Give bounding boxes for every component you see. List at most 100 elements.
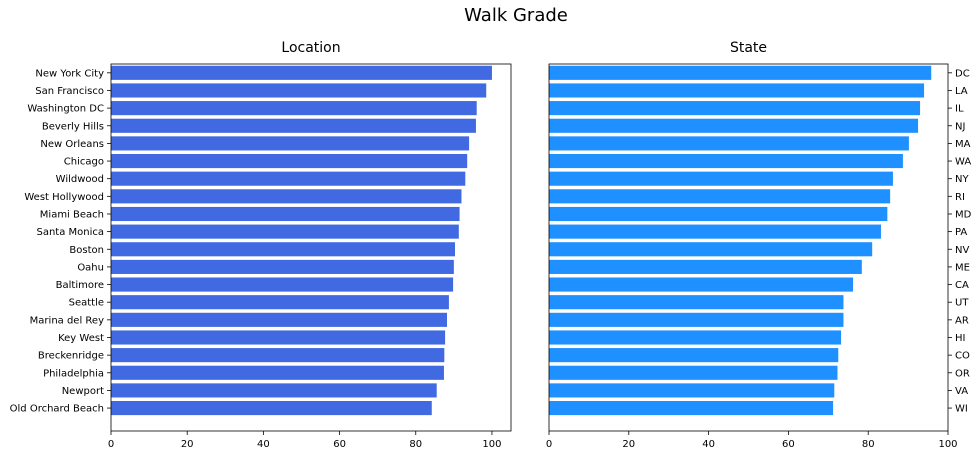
location-category-label: Chicago xyxy=(64,157,104,168)
state-category-label: HI xyxy=(955,333,965,344)
location-category-label: Washington DC xyxy=(27,104,104,115)
location-axes-frame xyxy=(110,63,512,432)
location-category-label: Oahu xyxy=(77,262,104,273)
location-x-tick-label: 0 xyxy=(108,439,114,450)
state-category-label: RI xyxy=(955,192,965,203)
location-bar xyxy=(111,65,492,80)
state-bar xyxy=(549,383,835,398)
location-bar xyxy=(111,224,459,239)
state-bar xyxy=(549,295,844,310)
location-category-label: West Hollywood xyxy=(24,192,104,203)
location-bar xyxy=(111,383,437,398)
location-category-label: New York City xyxy=(35,68,104,79)
state-bar xyxy=(549,118,919,133)
state-bar xyxy=(549,101,921,116)
state-bar xyxy=(549,277,854,292)
location-panel-title: Location xyxy=(281,40,340,56)
state-category-label: VA xyxy=(955,386,968,397)
state-category-label: PA xyxy=(955,227,967,238)
state-category-label: MA xyxy=(955,139,971,150)
state-category-label: NY xyxy=(955,174,969,185)
location-category-label: San Francisco xyxy=(35,86,104,97)
location-category-label: Wildwood xyxy=(56,174,104,185)
location-category-label: Breckenridge xyxy=(38,351,104,362)
state-bar xyxy=(549,401,834,416)
state-x-tick-label: 20 xyxy=(622,439,635,450)
state-bar xyxy=(549,83,925,98)
location-category-label: Old Orchard Beach xyxy=(10,404,104,415)
state-axes-frame xyxy=(548,63,949,432)
location-category-label: New Orleans xyxy=(40,139,104,150)
state-x-tick-label: 40 xyxy=(702,439,715,450)
location-bar xyxy=(111,259,454,274)
state-category-label: MD xyxy=(955,209,972,220)
state-bar xyxy=(549,330,842,345)
location-category-label: Miami Beach xyxy=(40,209,104,220)
location-category-label: Key West xyxy=(58,333,104,344)
state-panel-title: State xyxy=(730,40,767,56)
state-category-label: WI xyxy=(955,404,968,415)
location-x-tick-label: 40 xyxy=(257,439,270,450)
location-category-label: Baltimore xyxy=(56,280,104,291)
location-category-label: Seattle xyxy=(69,298,104,309)
state-category-label: CO xyxy=(955,351,970,362)
state-x-tick-label: 100 xyxy=(938,439,957,450)
location-bar xyxy=(111,118,476,133)
state-category-label: OR xyxy=(955,368,970,379)
location-category-label: Marina del Rey xyxy=(30,315,104,326)
location-bar xyxy=(111,83,487,98)
state-category-label: UT xyxy=(955,298,969,309)
state-category-label: IL xyxy=(955,104,964,115)
location-x-tick-label: 60 xyxy=(333,439,346,450)
state-bar xyxy=(549,348,839,363)
location-bar xyxy=(111,242,455,257)
state-category-label: DC xyxy=(955,68,970,79)
location-bar xyxy=(111,277,454,292)
location-category-label: Philadelphia xyxy=(43,368,104,379)
location-x-tick-label: 20 xyxy=(181,439,194,450)
location-bar xyxy=(111,330,446,345)
location-category-label: Newport xyxy=(62,386,104,397)
location-bar xyxy=(111,312,447,327)
state-category-label: WA xyxy=(955,157,971,168)
location-bar xyxy=(111,295,449,310)
state-x-tick-label: 0 xyxy=(546,439,552,450)
location-bar xyxy=(111,348,445,363)
location-x-tick-label: 100 xyxy=(482,439,501,450)
state-bar xyxy=(549,312,844,327)
state-bar xyxy=(549,259,862,274)
location-bar xyxy=(111,401,432,416)
state-panel: State DC LA IL NJ MA WA NY RI MD PA NV ME CA UT AR HI CO O… xyxy=(546,40,972,450)
state-category-label: NJ xyxy=(955,121,965,132)
location-bar xyxy=(111,101,477,116)
state-bar xyxy=(549,153,903,169)
location-bar xyxy=(111,189,462,204)
figure-title: Walk Grade xyxy=(464,5,568,26)
state-category-label: CA xyxy=(955,280,969,291)
location-category-label: Santa Monica xyxy=(36,227,104,238)
state-bar xyxy=(549,224,881,239)
location-panel: Location New York City San Francisco Washin… xyxy=(10,40,512,450)
location-category-label: Beverly Hills xyxy=(42,121,104,132)
state-category-label: LA xyxy=(955,86,968,97)
state-category-label: ME xyxy=(955,262,970,273)
location-bar xyxy=(111,171,466,186)
state-bar xyxy=(549,136,909,151)
location-bar xyxy=(111,153,468,169)
state-x-tick-label: 60 xyxy=(782,439,795,450)
state-category-label: AR xyxy=(955,315,969,326)
state-bar xyxy=(549,171,893,186)
location-bar xyxy=(111,136,470,151)
state-bar xyxy=(549,206,888,222)
location-bar xyxy=(111,365,444,380)
location-x-tick-label: 80 xyxy=(409,439,422,450)
state-bar xyxy=(549,365,838,380)
state-bar xyxy=(549,65,932,80)
state-category-label: NV xyxy=(955,245,969,256)
state-bar xyxy=(549,242,873,257)
location-category-label: Boston xyxy=(69,245,104,256)
state-bar xyxy=(549,189,891,204)
state-x-tick-label: 80 xyxy=(862,439,875,450)
location-bar xyxy=(111,206,460,222)
